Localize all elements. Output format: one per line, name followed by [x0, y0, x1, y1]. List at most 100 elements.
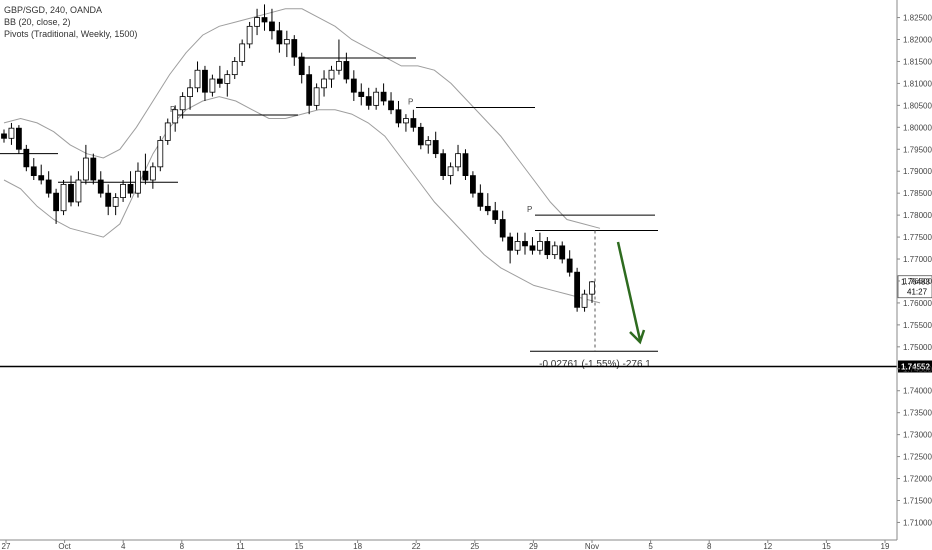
candle-body [529, 245, 536, 251]
y-tick-label: 1.74000 [903, 387, 932, 396]
candle-body [395, 109, 402, 124]
arrow-head [629, 329, 646, 345]
candle [283, 30, 290, 58]
candle [254, 8, 260, 36]
candle [291, 35, 298, 66]
candle-body [269, 21, 275, 32]
candle-body [38, 175, 45, 181]
candle [455, 144, 461, 172]
y-tick-label: 1.78000 [903, 211, 932, 220]
candle-body [388, 100, 394, 111]
candle [179, 92, 186, 119]
candle [507, 232, 514, 264]
y-tick-label: 1.73000 [903, 431, 932, 440]
candle [239, 39, 246, 66]
y-tick-label: 1.81000 [903, 79, 932, 88]
candle-body [559, 245, 566, 260]
candle-body [380, 91, 387, 102]
candle-body [522, 241, 528, 247]
candle [75, 171, 82, 207]
candle [536, 232, 543, 255]
candle [276, 21, 283, 53]
candle [440, 149, 447, 180]
candle-body [179, 96, 186, 111]
y-tick-label: 1.72500 [903, 453, 932, 462]
candle [53, 188, 60, 224]
candle-body [343, 61, 350, 80]
candle [120, 180, 126, 202]
candle-body [172, 109, 179, 124]
candle-body [53, 192, 60, 212]
candle-body [105, 192, 112, 207]
candle [60, 180, 67, 216]
y-tick-label: 1.80000 [903, 123, 932, 132]
candle [589, 280, 595, 303]
pivot-lines: PPP [0, 57, 658, 231]
pivot-label: P [408, 98, 413, 107]
candle [470, 171, 476, 198]
x-tick-label: 15 [822, 542, 831, 550]
candle-body [403, 118, 409, 124]
candle [30, 158, 37, 180]
x-tick-label: 8 [180, 542, 185, 550]
y-tick-label: 1.80500 [903, 101, 932, 110]
candle-body [135, 170, 141, 194]
x-tick-label: 8 [707, 542, 712, 550]
candle-body [45, 179, 52, 194]
candle-body [291, 39, 298, 58]
candle [68, 175, 74, 207]
candle [157, 136, 164, 172]
candle [127, 171, 134, 198]
candle [410, 109, 417, 132]
candle [551, 241, 558, 260]
candle [172, 105, 179, 132]
candle [202, 65, 208, 101]
candle [15, 125, 22, 154]
candle-body [336, 61, 342, 71]
candle-body [298, 56, 305, 76]
candle-body [283, 39, 290, 45]
symbol-legend[interactable]: GBP/SGD, 240, OANDA [4, 5, 103, 15]
candle [581, 289, 588, 312]
candle-body [254, 17, 260, 27]
pivots-legend[interactable]: Pivots (Traditional, Weekly, 1500) [4, 29, 138, 39]
bollinger-bands [3, 8, 601, 304]
candle-body [60, 183, 67, 212]
candle-body [239, 43, 246, 62]
candle-body [1, 133, 7, 139]
candle [336, 39, 342, 75]
candle [269, 8, 275, 40]
candle-body [484, 205, 491, 212]
candle-body [68, 183, 74, 203]
candle [194, 61, 201, 93]
candle-body [157, 140, 164, 168]
down-arrow-drawing [616, 241, 646, 345]
candle [45, 171, 52, 198]
candle [544, 237, 551, 260]
candle-body [507, 236, 514, 251]
y-tick-label: 1.79000 [903, 167, 932, 176]
candle-body [425, 140, 432, 146]
candle-body [120, 183, 126, 198]
candle-body [194, 69, 201, 89]
candle [373, 87, 380, 110]
candle-body [544, 241, 551, 256]
bb-legend[interactable]: BB (20, close, 2) [4, 17, 71, 27]
candle [477, 184, 484, 211]
x-tick-label: 12 [763, 542, 772, 550]
candle-body [15, 127, 22, 150]
candle [380, 83, 387, 106]
pivot-label: P [527, 205, 532, 214]
y-tick-label: 1.75500 [903, 321, 932, 330]
candle-body [410, 118, 417, 128]
candle-body [358, 91, 365, 97]
candle [224, 70, 231, 97]
candle-body [306, 74, 313, 106]
candle-body [566, 258, 573, 273]
y-tick-label: 1.82500 [903, 14, 932, 23]
candle-body [514, 241, 521, 251]
candle [395, 100, 402, 128]
candle [231, 57, 238, 80]
candle [105, 184, 112, 216]
